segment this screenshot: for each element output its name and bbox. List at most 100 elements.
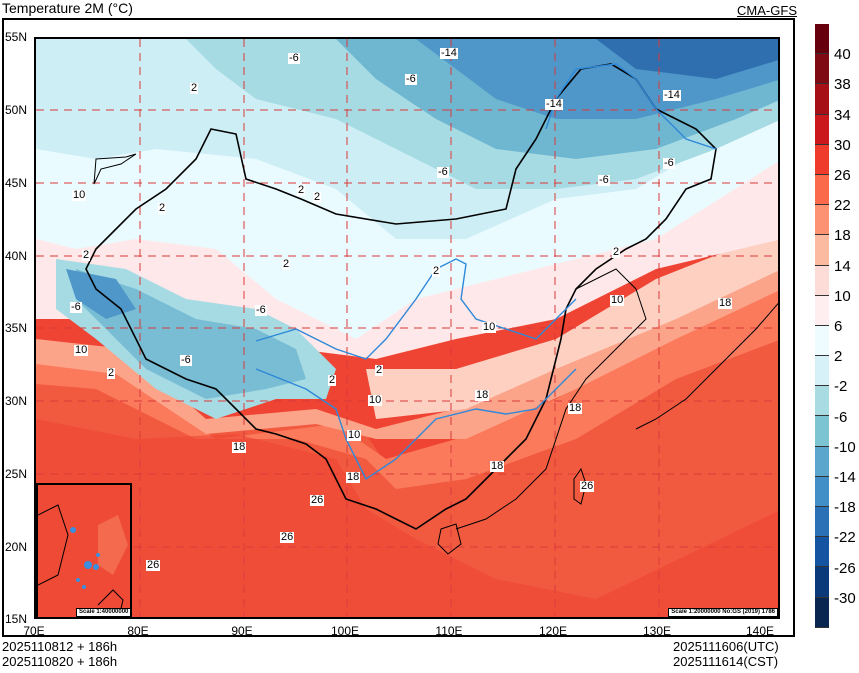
colorbar-segment <box>815 54 829 85</box>
colorbar-tick-label: 38 <box>834 76 851 94</box>
japan-coast <box>635 302 778 430</box>
model-name: CMA-GFS <box>737 3 797 18</box>
colorbar-tick-label: 34 <box>834 106 851 124</box>
coastline <box>455 268 647 530</box>
contour-label: 26 <box>146 559 161 571</box>
outer-frame <box>2 18 795 637</box>
colorbar-tick-label: 14 <box>834 257 851 275</box>
colorbar-segment <box>815 174 829 206</box>
contour-label: 10 <box>482 321 497 333</box>
temperature-map: -6 -14 -6 2 -14 -14 -6 -6 -6 10 2 2 2 2 2 2 2 -6 -6 10 18 10 1… <box>34 37 780 619</box>
contour-label: -6 <box>70 301 82 313</box>
contour-label: 2 <box>158 202 167 214</box>
contour-label: 10 <box>368 394 383 406</box>
colorbar-segment <box>815 356 829 387</box>
latitude-label: 30N <box>5 394 28 408</box>
contour-label: -6 <box>255 304 267 316</box>
contour-label: -6 <box>663 157 675 169</box>
contour-label: 2 <box>107 367 116 379</box>
colorbar-segment <box>815 205 829 236</box>
latitude-label: 15N <box>5 612 28 626</box>
latitude-label: 55N <box>5 30 28 44</box>
colorbar-segment <box>815 144 829 175</box>
contour-label: 2 <box>313 191 322 203</box>
colorbar-segment <box>815 295 829 326</box>
colorbar-tick-label: 2 <box>834 348 843 366</box>
contour-label: -14 <box>440 47 458 59</box>
init-time-cst: 2025110820 + 186h <box>2 654 118 669</box>
colorbar-segment <box>815 597 829 628</box>
contour-label: 26 <box>580 480 595 492</box>
contour-label: 2 <box>282 258 291 270</box>
colorbar-segment <box>815 386 829 417</box>
longitude-label: 130E <box>642 624 672 638</box>
longitude-label: 140E <box>745 624 775 638</box>
contour-label: 2 <box>328 374 337 386</box>
colorbar <box>815 24 829 628</box>
colorbar-tick-label: -18 <box>834 499 856 517</box>
colorbar-segment <box>815 476 829 507</box>
colorbar-segment <box>815 537 829 568</box>
colorbar-tick-label: 6 <box>834 318 843 335</box>
hainan-island <box>437 523 462 555</box>
contour-label: 18 <box>568 402 583 414</box>
longitude-label: 70E <box>23 624 45 638</box>
colorbar-segment <box>815 84 829 115</box>
contour-label: 26 <box>280 531 295 543</box>
colorbar-tick-label: 10 <box>834 287 851 305</box>
contour-label: -14 <box>663 89 681 101</box>
contour-label: 10 <box>610 294 625 306</box>
colorbar-segment <box>815 114 829 145</box>
contour-label: 10 <box>347 429 362 441</box>
colorbar-segment <box>815 507 829 538</box>
colorbar-segment <box>815 446 829 477</box>
colorbar-tick-label: -2 <box>834 378 848 396</box>
taiwan-island <box>573 467 587 505</box>
latitude-label: 50N <box>5 103 28 117</box>
colorbar-segment <box>815 416 829 447</box>
contour-label: 2 <box>612 246 621 258</box>
contour-label: 18 <box>490 460 505 472</box>
colorbar-tick-label: -22 <box>834 529 856 547</box>
kazakh-lake <box>93 153 137 185</box>
latitude-label: 35N <box>5 321 28 335</box>
latitude-label: 45N <box>5 176 28 190</box>
colorbar-segment <box>815 24 829 55</box>
colorbar-tick-label: -14 <box>834 469 856 486</box>
contour-label: 26 <box>310 494 325 506</box>
contour-label: -6 <box>598 174 610 186</box>
colorbar-segment <box>815 567 829 598</box>
colorbar-tick-label: 22 <box>834 197 851 215</box>
contour-label: 18 <box>232 441 247 453</box>
contour-label: 10 <box>72 189 87 201</box>
chart-title: Temperature 2M (°C) <box>2 0 133 16</box>
longitude-label: 100E <box>330 624 360 638</box>
map-fill <box>36 39 778 617</box>
yellow-river <box>255 258 577 360</box>
colorbar-tick-label: 30 <box>834 136 851 154</box>
amur-river <box>545 63 717 150</box>
contour-label: 18 <box>475 389 490 401</box>
colorbar-segment <box>815 265 829 296</box>
colorbar-segment <box>815 325 829 357</box>
contour-label: 18 <box>718 297 733 309</box>
longitude-label: 80E <box>127 624 149 638</box>
contour-label: -6 <box>288 52 300 64</box>
contour-label: -6 <box>437 166 449 178</box>
contour-label: 10 <box>74 344 89 356</box>
colorbar-tick-label: -6 <box>834 408 848 426</box>
contour-label: -14 <box>545 98 563 110</box>
contour-label: -6 <box>180 354 192 366</box>
valid-time-utc: 2025111606(UTC) <box>673 639 779 654</box>
longitude-label: 90E <box>231 624 253 638</box>
contour-label: 2 <box>297 184 306 196</box>
colorbar-tick-label: 18 <box>834 227 851 245</box>
latitude-label: 40N <box>5 249 28 263</box>
south-china-sea-inset: Scale 1:40000000 <box>36 483 132 617</box>
map-scale-label: Scale 1:20000000 No:GS (2019) 1786 <box>668 608 778 617</box>
init-time-utc: 2025110812 + 186h <box>2 639 118 654</box>
longitude-label: 120E <box>538 624 568 638</box>
latitude-label: 25N <box>5 467 28 481</box>
colorbar-segment <box>815 235 829 266</box>
contour-label: 2 <box>432 265 441 277</box>
